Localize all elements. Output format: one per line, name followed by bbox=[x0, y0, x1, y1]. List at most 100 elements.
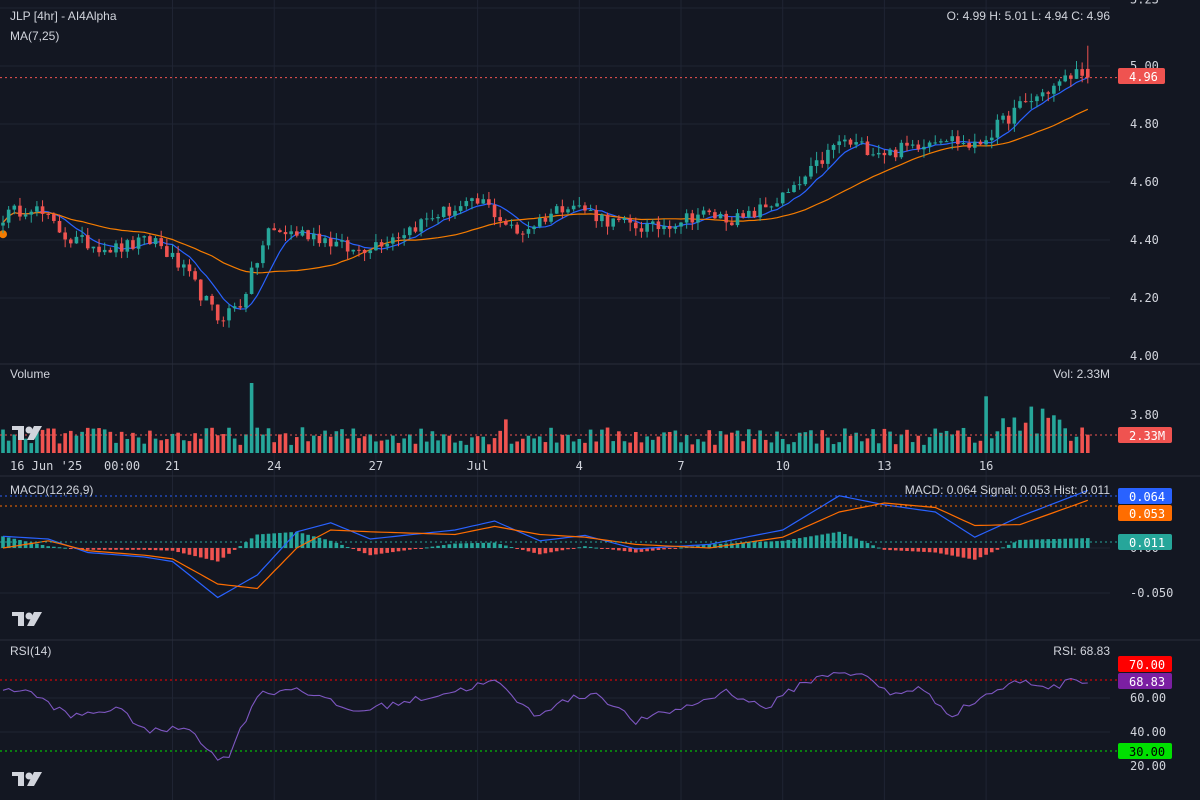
macd-hist-bar bbox=[984, 548, 988, 555]
candle-body bbox=[300, 230, 305, 236]
candle-body bbox=[617, 218, 621, 220]
candle-body bbox=[741, 213, 745, 218]
macd-hist-bar bbox=[843, 534, 847, 548]
macd-hist-bar bbox=[170, 548, 175, 551]
volume-bar bbox=[74, 435, 79, 453]
macd-hist-bar bbox=[1052, 539, 1056, 548]
volume-bar bbox=[854, 432, 858, 453]
volume-bar bbox=[916, 435, 921, 453]
candle bbox=[588, 204, 593, 211]
volume-bar bbox=[153, 438, 158, 453]
candle-body bbox=[888, 149, 892, 156]
volume-bar bbox=[848, 435, 853, 453]
time-axis-label: 13 bbox=[877, 459, 891, 473]
candle-body bbox=[23, 214, 28, 217]
volume-bar bbox=[368, 434, 373, 453]
candle-body bbox=[91, 246, 96, 249]
candle bbox=[413, 221, 418, 234]
candle bbox=[102, 242, 107, 255]
candle bbox=[470, 197, 474, 210]
volume-bar bbox=[295, 437, 299, 453]
candle bbox=[119, 237, 124, 259]
macd-hist-bar bbox=[396, 548, 401, 552]
volume-value: 2.33M bbox=[1129, 429, 1165, 443]
candle bbox=[492, 198, 497, 226]
volume-bar bbox=[1023, 422, 1028, 453]
volume-bar bbox=[52, 428, 56, 453]
volume-bar bbox=[266, 428, 271, 453]
volume-bar bbox=[837, 442, 841, 453]
volume-bar bbox=[956, 430, 960, 453]
candle-body bbox=[408, 227, 412, 236]
candle-body bbox=[554, 206, 559, 214]
candle-body bbox=[221, 320, 226, 322]
volume-axis-label: 3.80 bbox=[1130, 408, 1159, 422]
candle-body bbox=[63, 232, 67, 240]
candle bbox=[758, 197, 762, 221]
time-axis-label: 21 bbox=[165, 459, 179, 473]
volume-bar bbox=[532, 438, 536, 453]
signal-line bbox=[2, 499, 1089, 590]
volume-bar bbox=[379, 440, 384, 453]
candle-body bbox=[102, 249, 107, 253]
candle bbox=[311, 227, 316, 246]
candle bbox=[916, 140, 921, 153]
macd-hist-bar bbox=[871, 545, 875, 548]
volume-bar bbox=[97, 428, 101, 453]
volume-bar bbox=[628, 442, 632, 453]
volume-bar bbox=[436, 440, 440, 453]
volume-bar bbox=[40, 429, 45, 453]
candle bbox=[182, 259, 186, 276]
candle bbox=[1052, 83, 1056, 102]
candle bbox=[786, 188, 791, 194]
volume-readout: Vol: 2.33M bbox=[1053, 367, 1110, 381]
macd-hist-bar bbox=[803, 537, 808, 548]
volume-bar bbox=[1057, 419, 1062, 453]
volume-bar bbox=[939, 432, 943, 453]
volume-bar bbox=[210, 427, 214, 453]
macd-hist-bar bbox=[775, 541, 779, 548]
macd-hist-bar bbox=[142, 548, 147, 550]
candle bbox=[735, 208, 740, 228]
candle-body bbox=[441, 206, 446, 217]
candle-body bbox=[667, 225, 672, 229]
candle-body bbox=[1057, 81, 1062, 86]
candle-body bbox=[413, 227, 418, 232]
volume-bar bbox=[35, 432, 39, 453]
candle-body bbox=[521, 233, 525, 235]
volume-bar bbox=[758, 430, 762, 453]
candle bbox=[611, 218, 615, 231]
candle bbox=[656, 216, 661, 238]
candle-body bbox=[142, 236, 147, 238]
candles[interactable] bbox=[1, 45, 1090, 328]
candle-body bbox=[187, 264, 192, 272]
candle bbox=[978, 139, 983, 146]
macd-hist-bar bbox=[509, 546, 514, 548]
candle-body bbox=[311, 233, 316, 240]
volume-bar bbox=[85, 427, 90, 453]
candle-body bbox=[492, 204, 497, 218]
candle-body bbox=[696, 214, 700, 223]
volume-bar bbox=[323, 430, 327, 453]
candle-body bbox=[594, 209, 599, 222]
volume-bar bbox=[272, 442, 276, 453]
macd-hist-bar bbox=[498, 544, 502, 548]
volume-bar bbox=[526, 435, 531, 453]
volume-bar bbox=[899, 434, 904, 453]
rsi-lower-tag: 30.00 bbox=[1118, 743, 1172, 759]
macd-hist-bar bbox=[837, 531, 841, 548]
volume-bar bbox=[102, 429, 107, 453]
candle-body bbox=[537, 217, 542, 227]
candle-body bbox=[153, 238, 158, 245]
macd-hist-bar bbox=[182, 548, 186, 554]
macd-hist-bar bbox=[735, 543, 740, 548]
candle-body bbox=[843, 139, 847, 142]
volume-bar bbox=[961, 427, 966, 453]
macd-hist-bar bbox=[40, 544, 45, 548]
candle-body bbox=[198, 279, 203, 301]
macd-hist-bar bbox=[46, 546, 50, 548]
candle-body bbox=[571, 205, 576, 210]
macd-tag: 0.064 bbox=[1118, 488, 1172, 504]
candle bbox=[780, 192, 785, 207]
